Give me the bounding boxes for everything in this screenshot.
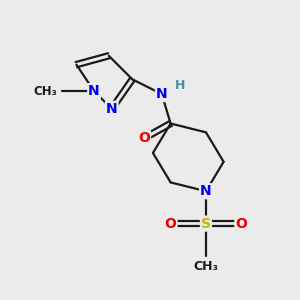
Text: N: N <box>200 184 212 198</box>
Text: S: S <box>201 217 211 231</box>
Text: N: N <box>156 87 168 101</box>
Text: O: O <box>235 217 247 231</box>
Text: O: O <box>138 131 150 145</box>
Text: CH₃: CH₃ <box>34 85 57 98</box>
Text: O: O <box>165 217 176 231</box>
Text: N: N <box>88 84 100 98</box>
Text: H: H <box>175 79 185 92</box>
Text: N: N <box>106 102 118 116</box>
Text: CH₃: CH₃ <box>194 260 218 273</box>
